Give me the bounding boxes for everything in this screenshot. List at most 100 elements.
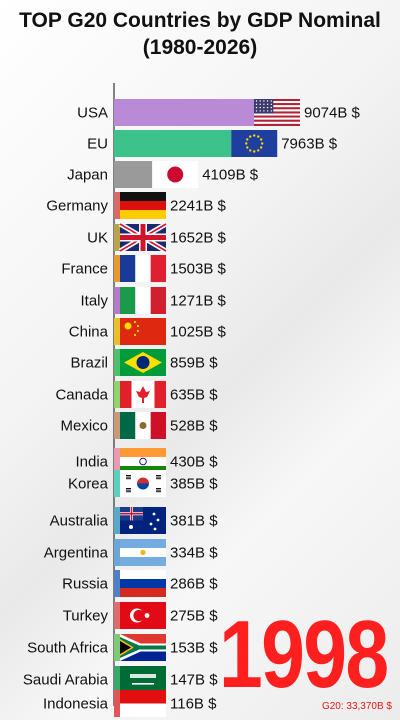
bar-row: Argentina 334B $ [44, 539, 218, 566]
category-label: Japan [67, 167, 108, 184]
bar-row: Indonesia 116B $ [43, 690, 217, 717]
bar-row: Turkey 275B $ [63, 602, 218, 629]
category-label: USA [77, 105, 108, 122]
bar [114, 507, 120, 534]
bar-row: France 1503B $ [61, 255, 227, 282]
value-label: 275B $ [170, 608, 218, 625]
italy-flag-icon [120, 287, 166, 314]
korea-flag-icon [120, 470, 166, 497]
category-label: Brazil [70, 355, 108, 372]
indonesia-flag-icon [120, 690, 166, 717]
bar-row: Germany 2241B $ [46, 192, 227, 219]
category-label: Canada [55, 387, 108, 404]
bar-row: Canada 635B $ [55, 381, 218, 408]
bar-row: USA 9074B $ [77, 99, 361, 126]
category-label: Indonesia [43, 696, 109, 713]
france-flag-icon [120, 255, 166, 282]
south-africa-flag-icon [120, 634, 166, 661]
category-label: Saudi Arabia [23, 672, 109, 689]
category-label: Australia [50, 513, 109, 530]
bar-row: South Africa 153B $ [27, 634, 218, 661]
bar-row: Korea 385B $ [68, 470, 218, 497]
bar [114, 539, 120, 566]
bar-row: Russia 286B $ [62, 570, 218, 597]
bar [114, 570, 120, 597]
value-label: 859B $ [170, 355, 218, 372]
category-label: India [75, 454, 108, 471]
bar-row: China 1025B $ [69, 318, 227, 345]
category-label: France [61, 261, 108, 278]
bar [114, 349, 120, 376]
value-label: 116B $ [170, 696, 217, 713]
bar [114, 381, 120, 408]
bar [114, 99, 254, 126]
bar [114, 448, 120, 475]
bar [114, 161, 153, 188]
value-label: 7963B $ [281, 136, 338, 153]
bar [114, 192, 120, 219]
usa-flag-icon [254, 99, 300, 126]
bar [114, 602, 120, 629]
value-label: 385B $ [170, 476, 218, 493]
value-label: 381B $ [170, 513, 218, 530]
bar [114, 666, 120, 693]
bar-row: Japan 4109B $ [67, 161, 259, 188]
category-label: Korea [68, 476, 109, 493]
saudi-arabia-flag-icon [120, 666, 166, 693]
brazil-flag-icon [120, 349, 166, 376]
value-label: 2241B $ [170, 198, 227, 215]
value-label: 9074B $ [304, 105, 361, 122]
bar [114, 255, 120, 282]
turkey-flag-icon [120, 602, 166, 629]
eu-flag-icon [231, 130, 278, 157]
g20-total-label: G20: 33,370B $ [321, 701, 392, 712]
bar [114, 470, 120, 497]
value-label: 153B $ [170, 640, 218, 657]
category-label: Russia [62, 576, 109, 593]
japan-flag-icon [152, 161, 199, 188]
uk-flag-icon [118, 221, 168, 254]
value-label: 286B $ [170, 576, 218, 593]
category-label: Argentina [44, 545, 109, 562]
value-label: 1025B $ [170, 324, 227, 341]
argentina-flag-icon [120, 539, 166, 566]
bar [114, 634, 120, 661]
bar-row: Brazil 859B $ [70, 349, 218, 376]
germany-flag-icon [120, 192, 166, 219]
value-label: 430B $ [170, 454, 218, 471]
bar-row: UK 1652B $ [87, 221, 227, 254]
value-label: 147B $ [170, 672, 218, 689]
chart-subtitle: (1980-2026) [142, 36, 258, 59]
bar [114, 690, 120, 717]
canada-flag-icon [120, 381, 166, 408]
category-label: Mexico [60, 418, 108, 435]
bar [114, 318, 120, 345]
bar-row: EU 7963B $ [87, 130, 338, 157]
russia-flag-icon [120, 570, 166, 597]
value-label: 4109B $ [202, 167, 259, 184]
mexico-flag-icon [120, 412, 166, 439]
year-label: 1998 [219, 601, 389, 708]
value-label: 528B $ [170, 418, 218, 435]
china-flag-icon [120, 318, 166, 345]
bar [114, 224, 120, 251]
bar-row: Australia 381B $ [50, 507, 218, 534]
value-label: 1271B $ [170, 293, 227, 310]
bar-row: Saudi Arabia 147B $ [23, 666, 218, 693]
category-label: Turkey [63, 608, 109, 625]
category-label: EU [87, 136, 108, 153]
chart-title: TOP G20 Countries by GDP Nominal [19, 9, 381, 32]
category-label: Italy [80, 293, 108, 310]
value-label: 1503B $ [170, 261, 227, 278]
bar [114, 287, 120, 314]
australia-flag-icon [120, 507, 166, 534]
bar-row: Mexico 528B $ [60, 412, 218, 439]
category-label: Germany [46, 198, 108, 215]
category-label: UK [87, 230, 108, 247]
category-label: South Africa [27, 640, 109, 657]
bar [114, 412, 120, 439]
value-label: 334B $ [170, 545, 218, 562]
category-label: China [69, 324, 109, 341]
value-label: 1652B $ [170, 230, 227, 247]
